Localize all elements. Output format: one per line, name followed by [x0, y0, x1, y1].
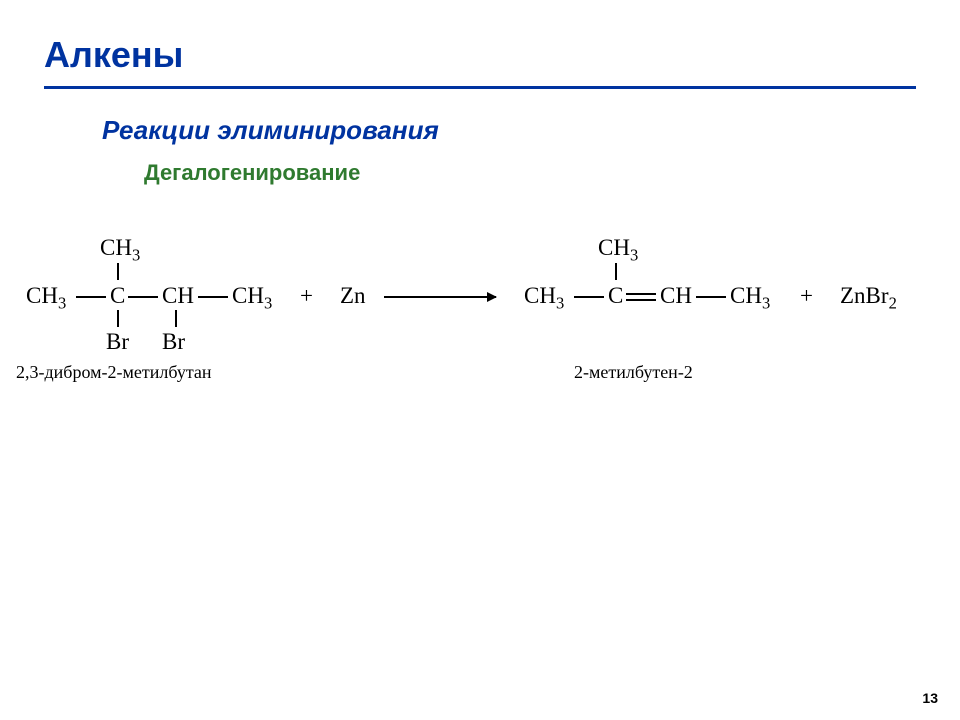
- page-number: 13: [922, 690, 938, 706]
- right-top-ch3: CH3: [598, 236, 638, 259]
- left-ch3-1: CH3: [26, 284, 66, 307]
- right-ch3-4: CH3: [730, 284, 770, 307]
- bond-vert-br1: [117, 310, 119, 327]
- right-ch3-3: CH: [660, 284, 692, 307]
- title-rule: [44, 86, 916, 89]
- right-ch3-1: CH3: [524, 284, 564, 307]
- left-caption: 2,3-дибром-2-метилбутан: [16, 362, 212, 383]
- bond-h-r1: [574, 296, 604, 298]
- reagent-zn: Zn: [340, 284, 366, 307]
- reaction-diagram: CH3 CH3 C CH CH3 Br Br 2,3-дибром-2-мети…: [44, 222, 916, 482]
- subsubtitle: Дегалогенирование: [144, 160, 916, 186]
- bond-vert-br2: [175, 310, 177, 327]
- bond-h-r3: [696, 296, 726, 298]
- left-top-ch3: CH3: [100, 236, 140, 259]
- product-znbr2: ZnBr2: [840, 284, 897, 307]
- page-title: Алкены: [44, 34, 916, 76]
- right-caption: 2-метилбутен-2: [574, 362, 693, 383]
- left-ch3-4: CH3: [232, 284, 272, 307]
- left-ch3-3: CH: [162, 284, 194, 307]
- plus-1: +: [300, 284, 313, 307]
- bond-vert-top-left: [117, 263, 119, 280]
- plus-2: +: [800, 284, 813, 307]
- bond-h-l1: [76, 296, 106, 298]
- left-br2: Br: [162, 330, 185, 353]
- bond-vert-top-right: [615, 263, 617, 280]
- slide: Алкены Реакции элиминирования Дегалогени…: [0, 0, 960, 720]
- bond-h-l3: [198, 296, 228, 298]
- bond-dbl-top: [626, 293, 656, 295]
- left-br1: Br: [106, 330, 129, 353]
- bond-h-l2: [128, 296, 158, 298]
- bond-dbl-bot: [626, 299, 656, 301]
- left-c2: C: [110, 284, 125, 307]
- reaction-arrow: [384, 296, 496, 298]
- subtitle: Реакции элиминирования: [102, 115, 916, 146]
- right-c2: C: [608, 284, 623, 307]
